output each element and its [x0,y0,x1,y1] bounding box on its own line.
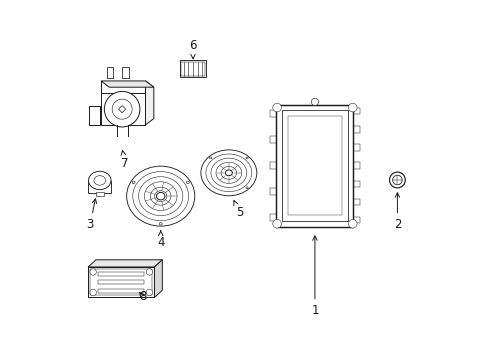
Bar [155,277,161,288]
Bar [288,116,342,215]
Circle shape [90,289,97,296]
Bar [354,199,360,205]
Bar [354,108,360,114]
Ellipse shape [210,157,212,159]
Bar [88,267,154,297]
Circle shape [392,175,402,185]
Bar [282,111,348,221]
Bar [270,111,276,117]
Ellipse shape [159,222,162,225]
Bar [122,67,129,78]
Circle shape [273,103,281,112]
Bar [107,67,113,78]
Bar [179,60,206,77]
Bar [354,144,360,151]
Ellipse shape [246,157,248,159]
Polygon shape [101,81,154,87]
Polygon shape [154,260,162,297]
Bar [90,269,152,295]
Text: 4: 4 [157,231,165,249]
Text: 5: 5 [234,201,244,220]
Bar [98,280,145,284]
Circle shape [104,91,140,127]
Circle shape [348,103,357,112]
Polygon shape [146,81,154,125]
Ellipse shape [89,171,111,190]
Circle shape [348,220,357,228]
Circle shape [146,269,153,275]
Ellipse shape [186,181,189,184]
Bar [276,105,353,226]
Bar [270,188,276,195]
Polygon shape [89,106,100,125]
Bar [88,181,111,193]
Ellipse shape [246,187,248,189]
Polygon shape [101,81,146,94]
Circle shape [112,99,132,119]
Bar [270,215,276,221]
Circle shape [311,98,318,105]
Circle shape [390,172,405,188]
Bar [98,289,145,293]
Ellipse shape [156,192,165,200]
Text: 3: 3 [86,199,97,231]
Text: 8: 8 [139,290,147,303]
Bar [181,62,205,76]
Bar [354,162,360,169]
Bar [354,217,360,224]
Circle shape [146,289,153,296]
Polygon shape [88,260,162,267]
Polygon shape [101,94,146,125]
Text: 7: 7 [121,150,128,170]
Bar [98,271,145,276]
Ellipse shape [94,176,105,185]
Polygon shape [119,105,126,113]
Bar [270,136,276,143]
Text: 6: 6 [189,39,197,59]
Bar [96,192,103,196]
Bar [354,181,360,187]
Bar [354,126,360,132]
Text: 1: 1 [311,236,318,318]
Ellipse shape [132,181,135,184]
Circle shape [273,220,281,228]
Text: 2: 2 [393,193,401,231]
Circle shape [90,269,97,275]
Ellipse shape [225,170,232,176]
Bar [270,162,276,169]
